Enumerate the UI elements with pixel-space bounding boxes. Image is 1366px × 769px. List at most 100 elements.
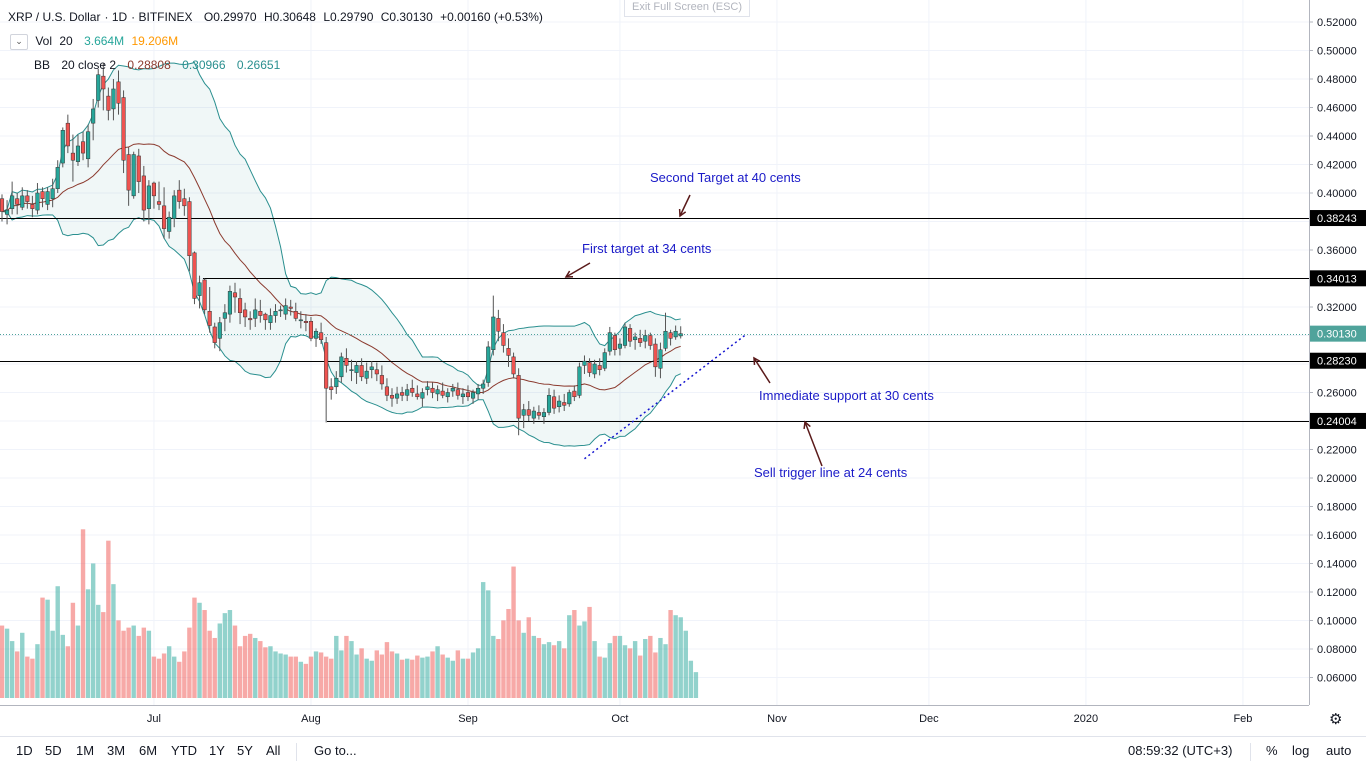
bb-legend: BB 20 close 2 0.28808 0.30966 0.26651 (34, 58, 284, 72)
volume-bar (607, 643, 612, 698)
candle-body (410, 387, 415, 393)
chart-legend-title: XRP / U.S. Dollar · 1D · BITFINEX O0.29970… (8, 10, 543, 24)
timeframe-5y[interactable]: 5Y (237, 743, 253, 758)
timeframe-1m[interactable]: 1M (76, 743, 95, 758)
change-value: +0.00160 (+0.53%) (440, 10, 543, 24)
timeframe-3m[interactable]: 3M (107, 743, 126, 758)
candle-body (141, 175, 146, 211)
volume-bar (470, 652, 476, 698)
volume-bar (617, 635, 623, 698)
candle-body (405, 389, 410, 396)
candle-body (70, 152, 75, 161)
volume-bar (562, 648, 567, 698)
volume-bar (85, 589, 91, 698)
chevron-down-icon[interactable]: ⌄ (10, 34, 28, 50)
candle-body (501, 332, 506, 346)
volume-bar (511, 566, 516, 698)
vol-ma-value: 19.206M (131, 34, 179, 49)
gear-icon[interactable]: ⚙ (1329, 711, 1343, 728)
candle-body (476, 387, 481, 395)
price-tick-label: 0.14000 (1317, 559, 1357, 571)
candle-body (481, 383, 486, 389)
candle-body (592, 363, 597, 375)
goto-button[interactable]: Go to... (314, 743, 357, 758)
volume-bar (96, 604, 101, 698)
volume-bar (683, 630, 688, 698)
candle-body (238, 298, 243, 313)
candle-body (384, 386, 389, 396)
candle-body (506, 348, 511, 356)
candle-body (557, 400, 562, 407)
exit-fullscreen-button[interactable]: Exit Full Screen (ESC) (624, 0, 750, 17)
timeframe-5d[interactable]: 5D (45, 743, 62, 758)
candle-body (577, 366, 582, 396)
candle-body (5, 209, 10, 215)
candle-body (177, 189, 182, 202)
volume-bar (136, 635, 141, 698)
volume-bar (460, 658, 466, 698)
candle-body (572, 390, 577, 398)
volume-bar (394, 653, 400, 698)
volume-bar (40, 597, 45, 698)
auto-toggle[interactable]: auto (1326, 743, 1352, 758)
log-toggle[interactable]: log (1292, 743, 1310, 758)
timeframe-1d[interactable]: 1D (16, 743, 33, 758)
candle-body (678, 333, 683, 337)
annotation-text: Second Target at 40 cents (650, 170, 801, 185)
volume-bar (541, 644, 547, 698)
percent-toggle[interactable]: % (1266, 743, 1278, 758)
timeframe-1y[interactable]: 1Y (209, 743, 225, 758)
annotation-arrowhead (803, 420, 811, 430)
volume-bar (161, 653, 167, 698)
volume-bar (14, 651, 20, 698)
volume-bar (546, 642, 552, 698)
annotation-arrow (565, 262, 591, 278)
volume-bar (30, 658, 35, 698)
volume-bar (597, 656, 602, 698)
candle-body (526, 409, 531, 416)
bb-basis-line (1, 143, 681, 393)
candle-body (212, 326, 217, 343)
candle-body (374, 369, 379, 375)
candle-body (643, 335, 648, 342)
candle-body (582, 360, 587, 366)
volume-bar (440, 654, 445, 698)
clock-display[interactable]: 08:59:32 (UTC+3) (1128, 743, 1233, 758)
volume-bar (70, 602, 76, 698)
price-tick-label: 0.36000 (1317, 245, 1357, 257)
timeframe-6m[interactable]: 6M (139, 743, 158, 758)
timeframe-ytd[interactable]: YTD (171, 743, 197, 758)
volume-bar (622, 645, 628, 698)
volume-bar (334, 635, 339, 698)
volume-bar (556, 641, 562, 698)
candle-body (75, 145, 81, 162)
candle-body (156, 201, 162, 205)
volume-bar (501, 620, 506, 698)
candle-body (40, 191, 45, 199)
volume-bar (339, 650, 344, 698)
price-chart[interactable]: Second Target at 40 cents First target at… (0, 0, 1366, 736)
candle-body (20, 195, 25, 208)
toolbar-divider (1250, 743, 1251, 761)
volume-bar (101, 612, 106, 698)
candle-body (628, 328, 633, 342)
volume-bar (364, 658, 369, 698)
volume-bar (369, 660, 374, 698)
candle-body (15, 198, 20, 205)
price-tag-label: 0.34013 (1317, 273, 1357, 285)
volume-bar (445, 657, 450, 698)
time-tick-label: Nov (767, 713, 787, 725)
candle-body (668, 332, 673, 339)
candle-body (253, 309, 258, 319)
time-tick-label: Aug (301, 713, 321, 725)
volume-bar (187, 627, 192, 698)
volume-bar (673, 615, 678, 698)
volume-bar (329, 658, 334, 698)
candle-body (50, 188, 55, 199)
candle-body (430, 387, 435, 393)
volume-bar (425, 656, 430, 698)
price-tag (1310, 325, 1366, 342)
timeframe-all[interactable]: All (266, 743, 281, 758)
volume-bar (567, 615, 572, 698)
candle-body (395, 393, 400, 399)
